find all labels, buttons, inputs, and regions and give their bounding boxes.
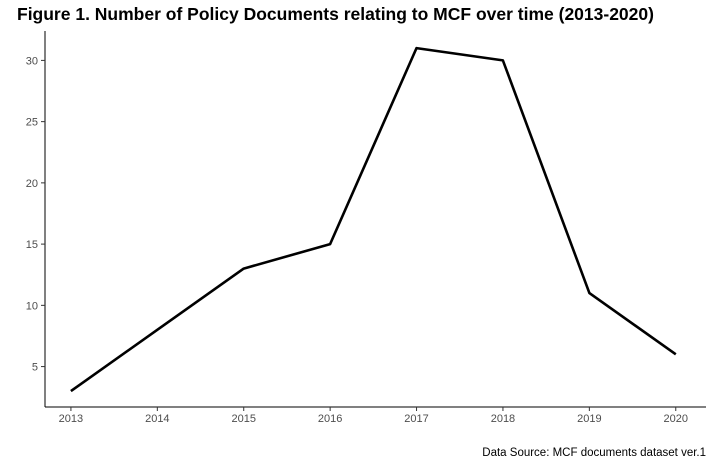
y-tick-label: 20: [26, 178, 38, 190]
y-tick-label: 25: [26, 117, 38, 129]
x-tick-label: 2016: [318, 413, 342, 425]
x-tick-label: 2019: [577, 413, 601, 425]
x-tick-label: 2018: [491, 413, 515, 425]
y-tick-label: 15: [26, 239, 38, 251]
chart-title: Figure 1. Number of Policy Documents rel…: [17, 4, 654, 24]
series: [70, 46, 677, 393]
series-line: [70, 46, 677, 393]
x-tick-label: 2014: [145, 413, 169, 425]
y-tick-label: 30: [26, 55, 38, 67]
y-tick-label: 10: [26, 300, 38, 312]
y-tick-label: 5: [32, 362, 38, 374]
x-tick-label: 2017: [404, 413, 428, 425]
x-tick-label: 2013: [59, 413, 83, 425]
axes: [44, 31, 706, 408]
ticks: 5 10 15 20 25 30 2013 2014 2015 2016 2017 2018 2019 2…: [26, 55, 688, 425]
x-tick-label: 2020: [664, 413, 688, 425]
x-tick-label: 2015: [231, 413, 255, 425]
data-source-caption: Data Source: MCF documents dataset ver.1: [482, 447, 706, 459]
